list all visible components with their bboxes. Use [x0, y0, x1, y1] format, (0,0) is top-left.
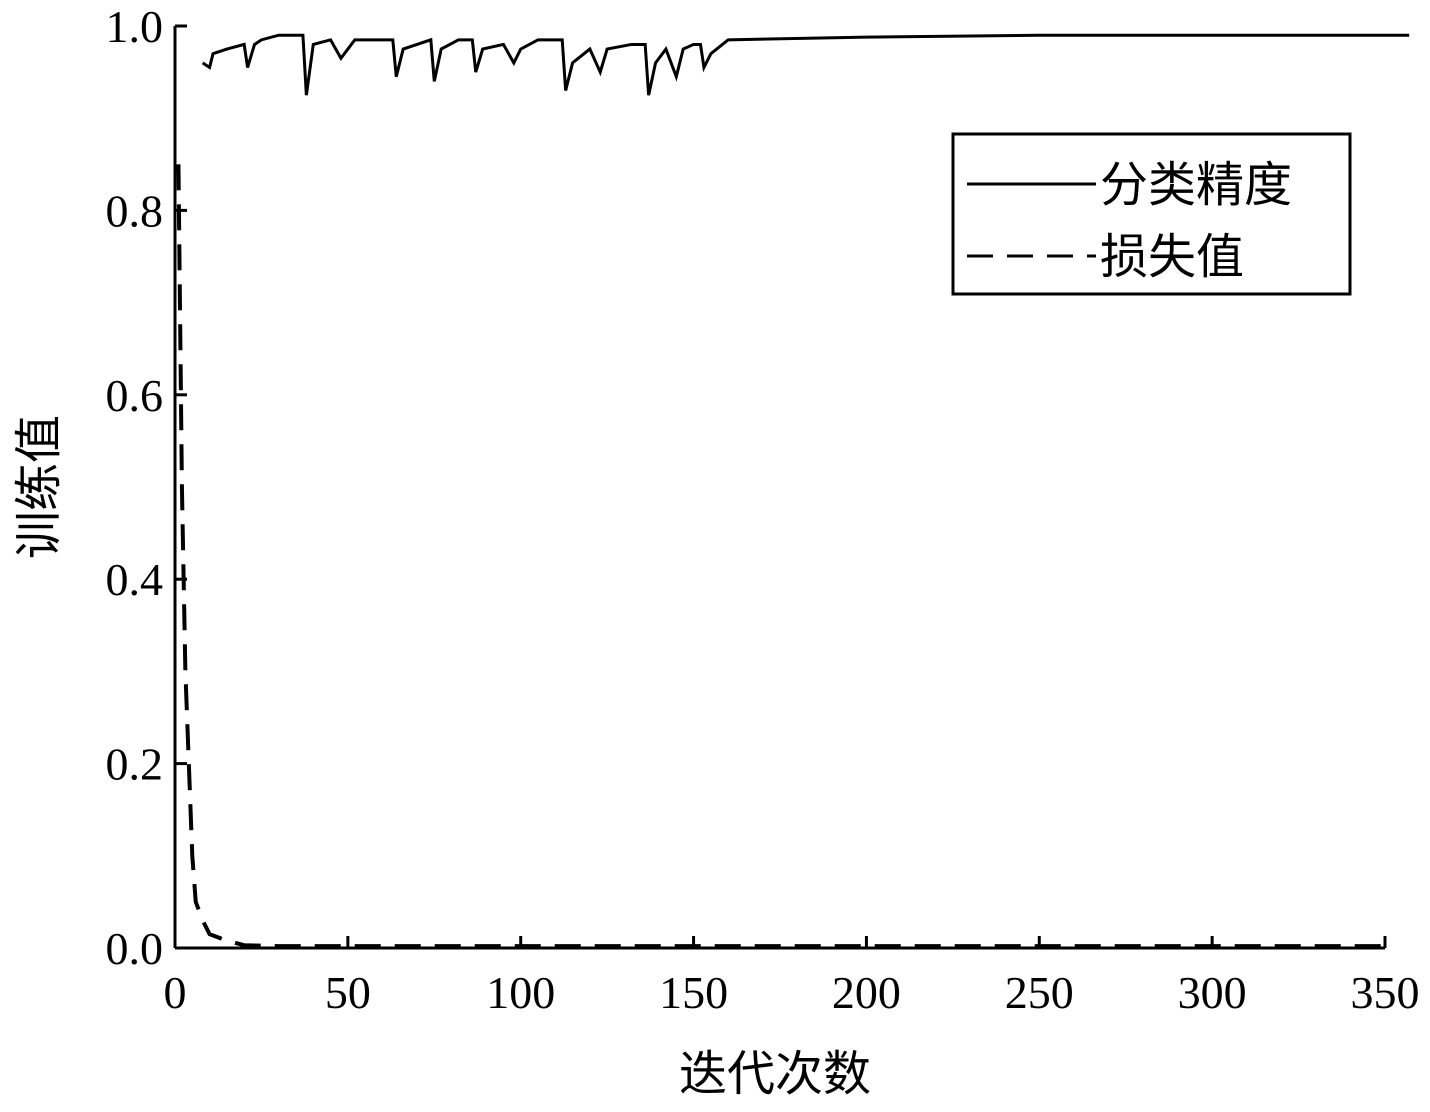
y-tick-label: 0.6 — [106, 370, 164, 421]
y-tick-label: 0.0 — [106, 923, 164, 974]
legend-label: 分类精度 — [1100, 159, 1292, 212]
y-tick-label: 0.8 — [106, 185, 164, 236]
legend-label: 损失值 — [1100, 231, 1244, 284]
x-tick-label: 300 — [1178, 967, 1247, 1018]
x-tick-label: 50 — [325, 967, 371, 1018]
x-tick-label: 250 — [1005, 967, 1074, 1018]
x-tick-label: 350 — [1351, 967, 1420, 1018]
legend-box — [951, 132, 1352, 296]
data-line — [201, 33, 1410, 96]
y-tick-label: 1.0 — [106, 1, 164, 52]
y-tick-label: 0.4 — [106, 554, 164, 605]
y-tick-label: 0.2 — [106, 739, 164, 790]
data-line — [176, 164, 1385, 949]
y-axis-label: 训练值 — [13, 415, 66, 559]
x-tick-label: 100 — [486, 967, 555, 1018]
x-tick-label: 200 — [832, 967, 901, 1018]
x-axis-label: 迭代次数 — [679, 1048, 871, 1101]
x-tick-label: 150 — [659, 967, 728, 1018]
x-tick-label: 0 — [164, 967, 187, 1018]
